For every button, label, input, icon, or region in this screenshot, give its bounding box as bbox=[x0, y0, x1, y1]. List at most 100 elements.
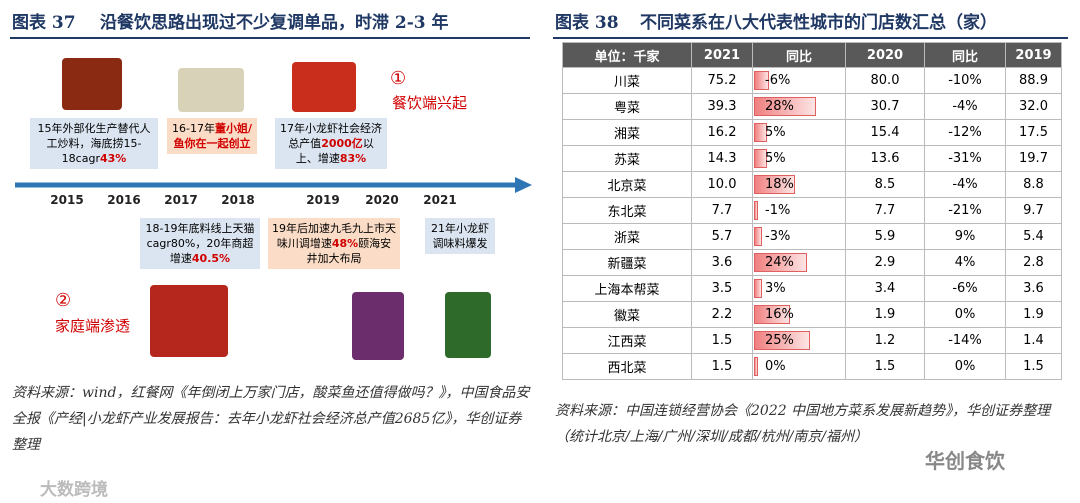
value-cell: 32.0 bbox=[1005, 93, 1062, 120]
value-cell: 10.0 bbox=[691, 171, 753, 198]
table-row: 徽菜 2.2 16% 1.9 0% 1.9 bbox=[562, 301, 1062, 328]
table-row: 上海本帮菜 3.5 3% 3.4 -6% 3.6 bbox=[562, 275, 1062, 302]
cuisine-cell: 西北菜 bbox=[562, 353, 692, 380]
value-cell: 1.5 bbox=[691, 353, 753, 380]
bar-cell: 3% bbox=[752, 275, 846, 302]
value-cell: 7.7 bbox=[845, 197, 925, 224]
cuisine-cell: 北京菜 bbox=[562, 171, 692, 198]
bar-label: 18% bbox=[765, 177, 794, 192]
cuisine-cell: 徽菜 bbox=[562, 301, 692, 328]
data-bar bbox=[754, 71, 769, 90]
box-text: 18-19年底料线上天猫cagr80%，20年商超增速 bbox=[145, 222, 255, 265]
value-cell: 80.0 bbox=[845, 67, 925, 94]
bar-cell: 0% bbox=[752, 353, 846, 380]
value-cell: 14.3 bbox=[691, 145, 753, 172]
title-rule bbox=[553, 37, 1068, 39]
bar-cell: 5% bbox=[752, 145, 846, 172]
cuisine-cell: 粤菜 bbox=[562, 93, 692, 120]
figure-label: 图表 37 bbox=[12, 13, 76, 33]
header-row: 单位：千家 2021 同比 2020 同比 2019 bbox=[562, 42, 1062, 68]
box-text: 48% bbox=[331, 237, 359, 250]
source-note: 资料来源：wind，红餐网《年倒闭上万家门店，酸菜鱼还值得做吗？》，中国食品安全… bbox=[12, 385, 530, 453]
value-cell: 2.8 bbox=[1005, 249, 1062, 276]
value-cell: 1.5 bbox=[1005, 353, 1062, 380]
value-cell: 3.6 bbox=[691, 249, 753, 276]
year-label: 2019 bbox=[306, 193, 340, 207]
timeline-box: 15年外部化生产替代人工炒料，海底捞15-18cagr43% bbox=[30, 118, 158, 169]
value-cell: 5.4 bbox=[1005, 223, 1062, 250]
data-bar bbox=[754, 253, 808, 272]
value-cell: 13.6 bbox=[845, 145, 925, 172]
table-row: 新疆菜 3.6 24% 2.9 4% 2.8 bbox=[562, 249, 1062, 276]
value-cell: 16.2 bbox=[691, 119, 753, 146]
bar-cell: -6% bbox=[752, 67, 846, 94]
value-cell: 1.4 bbox=[1005, 327, 1062, 354]
bar-label: 5% bbox=[765, 151, 786, 166]
bar-cell: -1% bbox=[752, 197, 846, 224]
table-row: 粤菜 39.3 28% 30.7 -4% 32.0 bbox=[562, 93, 1062, 120]
table-row: 浙菜 5.7 -3% 5.9 9% 5.4 bbox=[562, 223, 1062, 250]
value-cell: 4% bbox=[924, 249, 1006, 276]
product-image bbox=[178, 68, 244, 112]
value-cell: 8.8 bbox=[1005, 171, 1062, 198]
product-image bbox=[62, 58, 122, 110]
value-cell: 1.9 bbox=[1005, 301, 1062, 328]
bar-label: 5% bbox=[765, 125, 786, 140]
value-cell: 1.5 bbox=[691, 327, 753, 354]
value-cell: 1.5 bbox=[845, 353, 925, 380]
box-text: 17年小龙虾社会经济总产值 bbox=[280, 122, 382, 150]
timeline-arrow bbox=[515, 177, 532, 193]
value-cell: 3.6 bbox=[1005, 275, 1062, 302]
value-cell: 0% bbox=[924, 301, 1006, 328]
value-cell: 30.7 bbox=[845, 93, 925, 120]
value-cell: -4% bbox=[924, 171, 1006, 198]
value-cell: 17.5 bbox=[1005, 119, 1062, 146]
header-cell: 2020 bbox=[845, 42, 925, 68]
table-row: 川菜 75.2 -6% 80.0 -10% 88.9 bbox=[562, 67, 1062, 94]
header-cell: 单位：千家 bbox=[562, 42, 692, 68]
value-cell: 39.3 bbox=[691, 93, 753, 120]
year-label: 2018 bbox=[221, 193, 255, 207]
product-image bbox=[445, 292, 491, 358]
value-cell: -10% bbox=[924, 67, 1006, 94]
source-note: 资料来源：中国连锁经营协会《2022 中国地方菜系发展新趋势》，华创证券整理（统… bbox=[555, 403, 1051, 445]
value-cell: -12% bbox=[924, 119, 1006, 146]
value-cell: -6% bbox=[924, 275, 1006, 302]
value-cell: 9.7 bbox=[1005, 197, 1062, 224]
table-row: 西北菜 1.5 0% 1.5 0% 1.5 bbox=[562, 353, 1062, 380]
value-cell: 7.7 bbox=[691, 197, 753, 224]
data-bar bbox=[754, 149, 767, 168]
data-bar bbox=[754, 97, 816, 116]
cuisine-cell: 东北菜 bbox=[562, 197, 692, 224]
value-cell: 1.9 bbox=[845, 301, 925, 328]
header-cell: 同比 bbox=[752, 42, 846, 68]
box-text: 16-17年 bbox=[172, 122, 215, 135]
timeline bbox=[15, 177, 532, 193]
year-label: 2017 bbox=[164, 193, 198, 207]
timeline-box: 21年小龙虾调味料爆发 bbox=[425, 218, 495, 254]
product-image bbox=[292, 62, 356, 112]
bar-cell: 16% bbox=[752, 301, 846, 328]
value-cell: -21% bbox=[924, 197, 1006, 224]
value-cell: 15.4 bbox=[845, 119, 925, 146]
table-row: 湘菜 16.2 5% 15.4 -12% 17.5 bbox=[562, 119, 1062, 146]
value-cell: -31% bbox=[924, 145, 1006, 172]
cuisine-cell: 上海本帮菜 bbox=[562, 275, 692, 302]
data-bar bbox=[754, 175, 795, 194]
year-label: 2021 bbox=[423, 193, 457, 207]
box-text: 40.5% bbox=[191, 252, 231, 265]
bar-cell: 18% bbox=[752, 171, 846, 198]
table-row: 东北菜 7.7 -1% 7.7 -21% 9.7 bbox=[562, 197, 1062, 224]
stage-number: ② bbox=[55, 290, 72, 311]
value-cell: 75.2 bbox=[691, 67, 753, 94]
box-text: 以上、增速 bbox=[295, 137, 374, 165]
value-cell: 5.9 bbox=[845, 223, 925, 250]
bar-label: 3% bbox=[765, 281, 786, 296]
timeline-box: 16-17年董小姐/鱼你在一起创立 bbox=[167, 118, 257, 154]
stage-number: ① bbox=[390, 68, 407, 89]
bar-cell: 24% bbox=[752, 249, 846, 276]
value-cell: 2.2 bbox=[691, 301, 753, 328]
year-label: 2016 bbox=[107, 193, 141, 207]
year-label: 2020 bbox=[365, 193, 399, 207]
value-cell: 9% bbox=[924, 223, 1006, 250]
